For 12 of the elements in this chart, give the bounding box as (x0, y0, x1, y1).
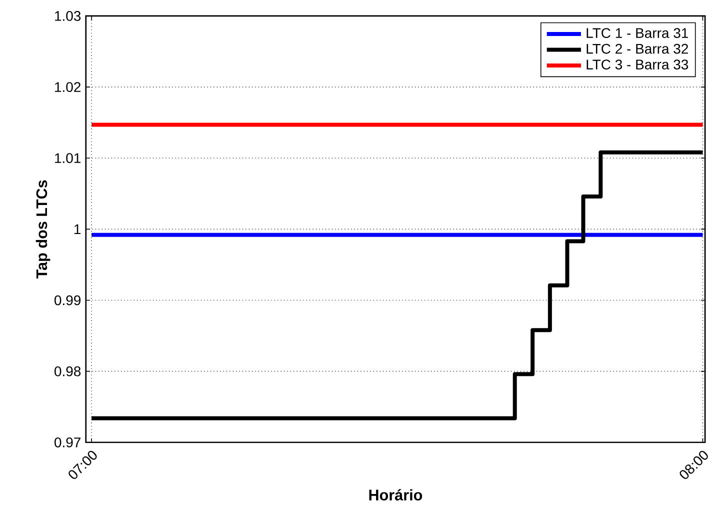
y-tick-label: 0.98 (54, 366, 81, 376)
legend-label: LTC 2 - Barra 32 (586, 44, 688, 54)
y-axis-title: Tap dos LTCs (36, 180, 50, 278)
legend-label: LTC 1 - Barra 31 (586, 28, 688, 38)
y-tick-label: 0.97 (54, 437, 80, 448)
y-tick-label: 1.01 (55, 153, 80, 163)
y-tick-label: 0.99 (54, 295, 81, 306)
y-tick-label: 1.02 (55, 82, 80, 92)
y-tick-label: 1.03 (55, 10, 81, 21)
legend-label: LTC 3 - Barra 33 (586, 59, 688, 70)
x-axis-title: Horário (369, 488, 422, 500)
y-tick-label: 1 (74, 224, 80, 234)
